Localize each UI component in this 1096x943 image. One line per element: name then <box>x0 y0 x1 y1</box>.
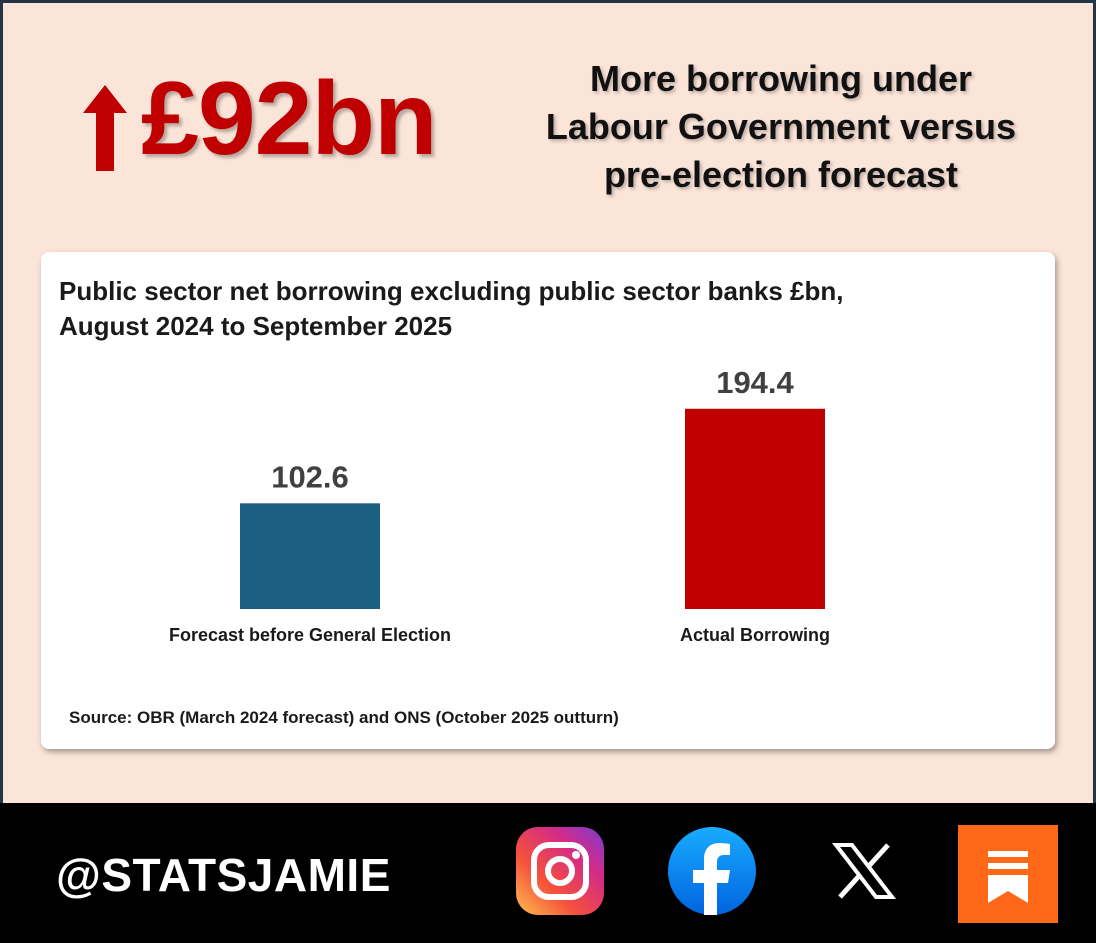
headline-title: More borrowing under Labour Government v… <box>503 55 1059 199</box>
category-label: Forecast before General Election <box>169 625 451 645</box>
headline-title-line: Labour Government versus <box>545 105 1017 147</box>
headline-amount: £92bn <box>141 61 438 177</box>
x-icon[interactable] <box>818 825 910 917</box>
bar-value-label: 194.4 <box>716 365 794 400</box>
headline-title-line: More borrowing under <box>590 58 972 99</box>
instagram-icon[interactable] <box>514 825 606 917</box>
up-arrow-icon <box>83 85 127 171</box>
bar-chart: 102.6 Forecast before General Election 194… <box>169 365 830 645</box>
footer-bar: @STATSJAMIE <box>0 803 1096 943</box>
bar-value-label: 102.6 <box>271 459 349 494</box>
headline-title-line: pre-election forecast <box>603 153 959 195</box>
chart-source: Source: OBR (March 2024 forecast) and ON… <box>69 708 619 727</box>
chart-title-line: Public sector net borrowing excluding pu… <box>59 276 844 306</box>
chart-title: Public sector net borrowing excluding pu… <box>59 274 1019 343</box>
social-handle[interactable]: @STATSJAMIE <box>56 849 391 901</box>
bar-actual <box>685 408 825 609</box>
chart-card: Public sector net borrowing excluding pu… <box>41 252 1055 749</box>
category-label: Actual Borrowing <box>680 625 830 645</box>
substack-icon[interactable] <box>958 825 1058 923</box>
facebook-icon[interactable] <box>666 825 758 917</box>
chart-title-line: August 2024 to September 2025 <box>59 310 453 341</box>
bar-forecast <box>240 503 380 609</box>
